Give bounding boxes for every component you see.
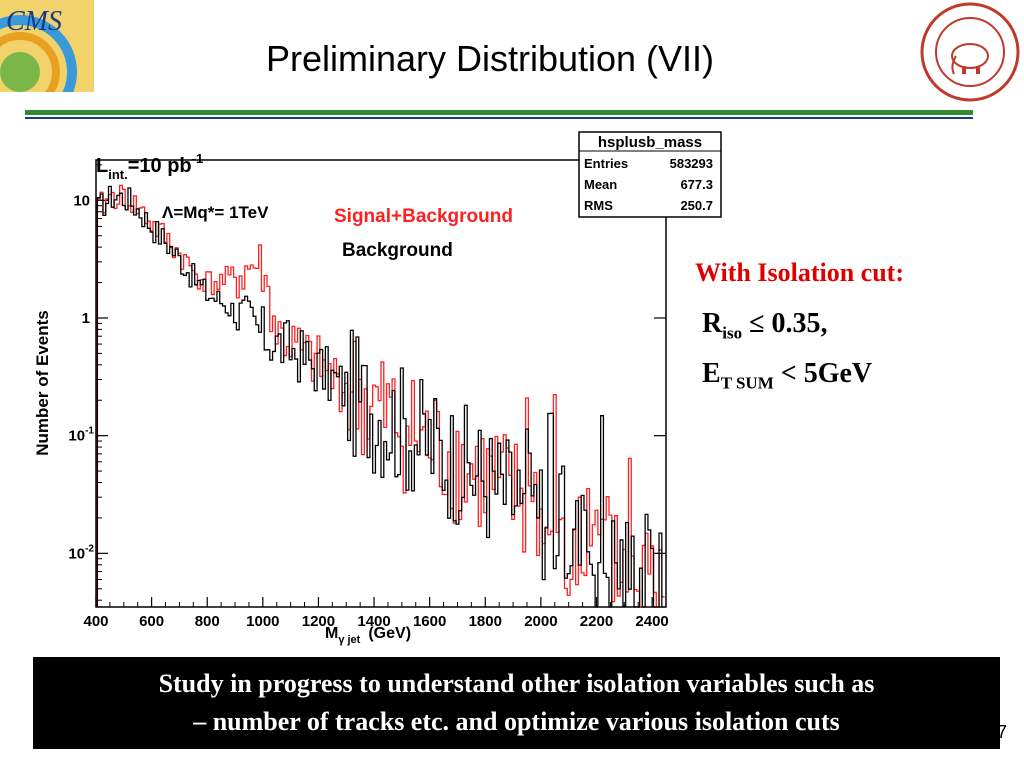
legend-background: Background: [342, 240, 453, 261]
x-tick-label: 2400: [635, 613, 668, 630]
title-divider-blue: [25, 117, 973, 119]
note-line-1: Study in progress to understand other is…: [158, 669, 875, 698]
riso-rest: ≤ 0.35,: [742, 308, 828, 339]
lumi-sub: int.: [108, 167, 128, 182]
y-tick-label: 10-1: [68, 426, 94, 445]
stats-entries-label: Entries: [584, 156, 628, 171]
x-axis-label-main: M: [325, 625, 338, 642]
etsum-main: E: [702, 358, 721, 389]
lumi-eq: =10 pb: [128, 155, 192, 177]
background-series-line: [96, 185, 665, 608]
x-tick-label: 600: [139, 613, 164, 630]
stats-rms-value: 250.7: [680, 198, 713, 213]
x-axis-label-unit: (GeV): [368, 625, 411, 642]
stats-rms-label: RMS: [584, 198, 613, 213]
riso-sub: iso: [722, 323, 743, 343]
lumi-sup: -1: [192, 151, 204, 166]
university-of-delhi-seal-icon: [920, 2, 1020, 102]
lumi-main: L: [96, 155, 108, 177]
y-tick-label: 10-2: [68, 543, 94, 562]
etsum-cut: ET SUM < 5GeV: [702, 358, 872, 394]
stats-box: hsplusb_mass Entries 583293 Mean 677.3 R…: [578, 131, 722, 218]
riso-main: R: [702, 308, 723, 339]
study-note-box: Study in progress to understand other is…: [33, 657, 1000, 749]
x-axis-label: Mγ jet (GeV): [325, 625, 411, 646]
etsum-rest: < 5GeV: [773, 358, 873, 389]
slide-title: Preliminary Distribution (VII): [265, 38, 715, 79]
x-tick-label: 1200: [302, 613, 335, 630]
legend-signal-background: Signal+Background: [334, 206, 513, 227]
x-tick-label: 1400: [357, 613, 390, 630]
title-divider-green: [25, 110, 973, 115]
stats-mean-value: 677.3: [680, 177, 713, 192]
x-tick-label: 1600: [413, 613, 446, 630]
x-axis-label-sub: γ jet: [338, 634, 360, 646]
x-tick-label: 1000: [246, 613, 279, 630]
stats-mean-label: Mean: [584, 177, 617, 192]
cms-logo: CMS: [0, 0, 94, 92]
lambda-label: Λ=Mq*= 1TeV: [162, 203, 269, 222]
luminosity-label: Lint.=10 pb-1: [96, 151, 203, 182]
slide-number: 7: [997, 722, 1008, 742]
x-tick-label: 2200: [580, 613, 613, 630]
stats-title: hsplusb_mass: [598, 134, 702, 151]
x-tick-label: 800: [195, 613, 220, 630]
x-tick-label: 1800: [469, 613, 502, 630]
note-line-2: – number of tracks etc. and optimize var…: [193, 707, 840, 736]
y-axis-label: Number of Events: [33, 310, 52, 455]
isolation-heading: With Isolation cut:: [695, 258, 904, 287]
y-tick-label: 10: [73, 192, 90, 209]
x-tick-label: 400: [83, 613, 108, 630]
y-tick-label: 1: [82, 310, 90, 327]
x-tick-label: 2000: [524, 613, 557, 630]
svg-text:CMS: CMS: [6, 6, 62, 37]
stats-entries-value: 583293: [670, 156, 713, 171]
etsum-sub: T SUM: [720, 373, 774, 393]
riso-cut: Riso ≤ 0.35,: [702, 308, 827, 344]
